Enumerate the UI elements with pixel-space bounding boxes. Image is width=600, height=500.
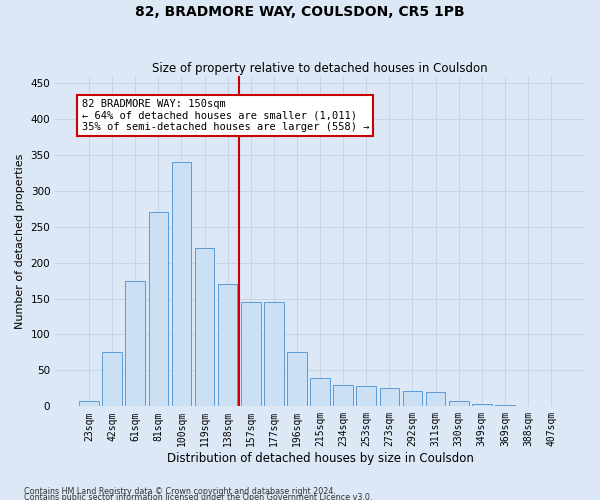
- Bar: [472, 404, 491, 406]
- Bar: [403, 390, 422, 406]
- Bar: [310, 378, 330, 406]
- Bar: [426, 392, 445, 406]
- Bar: [495, 405, 515, 406]
- Text: Contains HM Land Registry data © Crown copyright and database right 2024.: Contains HM Land Registry data © Crown c…: [24, 486, 336, 496]
- Bar: [149, 212, 168, 406]
- Text: 82 BRADMORE WAY: 150sqm
← 64% of detached houses are smaller (1,011)
35% of semi: 82 BRADMORE WAY: 150sqm ← 64% of detache…: [82, 99, 369, 132]
- Bar: [356, 386, 376, 406]
- Y-axis label: Number of detached properties: Number of detached properties: [15, 154, 25, 328]
- Bar: [172, 162, 191, 406]
- Bar: [79, 400, 99, 406]
- X-axis label: Distribution of detached houses by size in Coulsdon: Distribution of detached houses by size …: [167, 452, 473, 465]
- Bar: [380, 388, 399, 406]
- Bar: [241, 302, 260, 406]
- Bar: [264, 302, 284, 406]
- Bar: [218, 284, 238, 406]
- Text: 82, BRADMORE WAY, COULSDON, CR5 1PB: 82, BRADMORE WAY, COULSDON, CR5 1PB: [135, 5, 465, 19]
- Bar: [334, 385, 353, 406]
- Bar: [125, 280, 145, 406]
- Bar: [103, 352, 122, 406]
- Bar: [287, 352, 307, 406]
- Title: Size of property relative to detached houses in Coulsdon: Size of property relative to detached ho…: [152, 62, 488, 74]
- Bar: [195, 248, 214, 406]
- Text: Contains public sector information licensed under the Open Government Licence v3: Contains public sector information licen…: [24, 492, 373, 500]
- Bar: [449, 400, 469, 406]
